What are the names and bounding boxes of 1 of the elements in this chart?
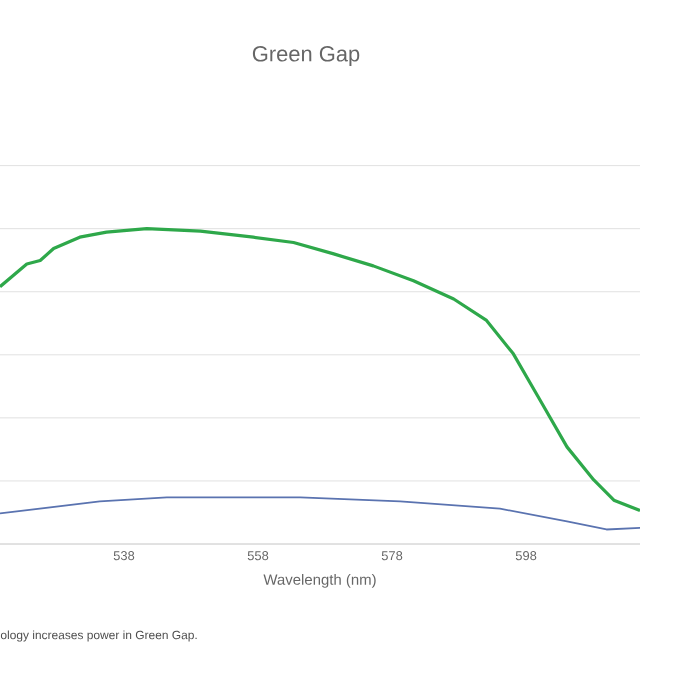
chart-title: Green Gap — [252, 46, 360, 66]
